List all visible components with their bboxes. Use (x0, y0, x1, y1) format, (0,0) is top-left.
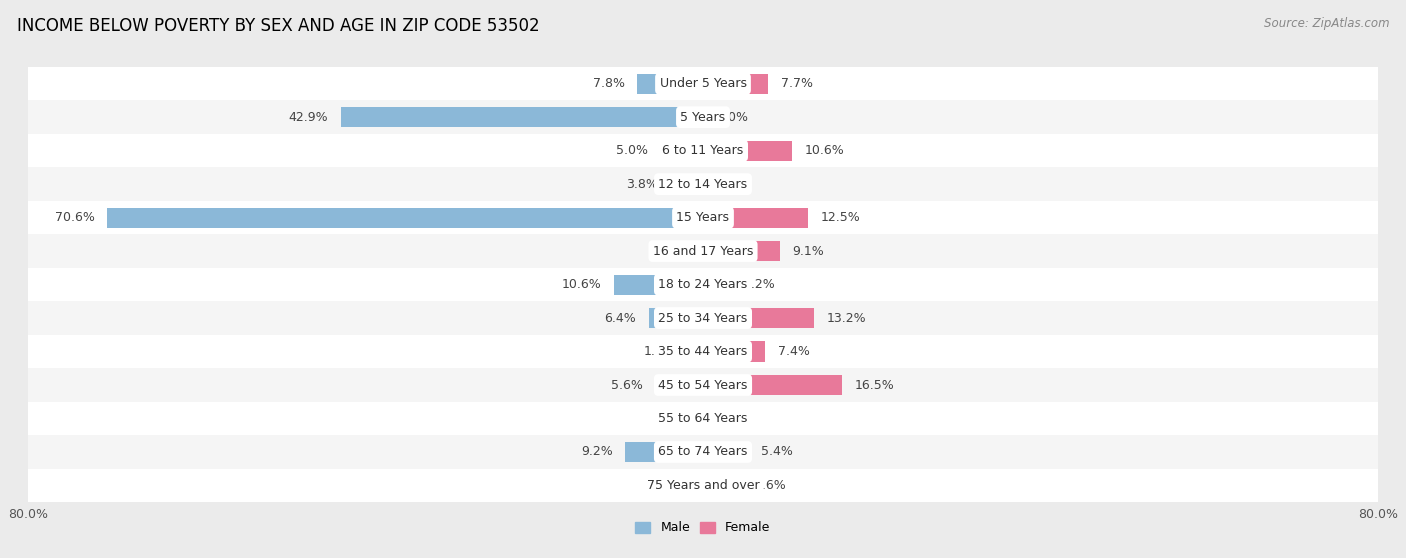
Text: Source: ZipAtlas.com: Source: ZipAtlas.com (1264, 17, 1389, 30)
Text: 9.1%: 9.1% (793, 244, 824, 258)
Bar (28, 134, 1378, 167)
Text: 15 Years: 15 Years (676, 211, 730, 224)
Bar (671, 174, 703, 194)
Text: 0.0%: 0.0% (658, 479, 690, 492)
Text: 16 and 17 Years: 16 and 17 Years (652, 244, 754, 258)
Text: 6.4%: 6.4% (605, 311, 637, 325)
Text: 10.6%: 10.6% (561, 278, 600, 291)
Bar (342, 107, 703, 127)
Text: 7.4%: 7.4% (778, 345, 810, 358)
Bar (28, 67, 1378, 100)
Text: 65 to 74 Years: 65 to 74 Years (658, 445, 748, 459)
Text: 5.4%: 5.4% (761, 445, 793, 459)
Text: 42.9%: 42.9% (288, 110, 329, 124)
Bar (703, 475, 742, 496)
Text: 3.2%: 3.2% (742, 278, 775, 291)
Text: 13.2%: 13.2% (827, 311, 866, 325)
Text: Under 5 Years: Under 5 Years (659, 77, 747, 90)
Bar (28, 234, 1378, 268)
Bar (28, 435, 1378, 469)
Bar (703, 375, 842, 395)
Bar (650, 308, 703, 328)
Text: 0.0%: 0.0% (716, 110, 748, 124)
Legend: Male, Female: Male, Female (630, 517, 776, 540)
Text: 10.6%: 10.6% (806, 144, 845, 157)
Text: 4.6%: 4.6% (755, 479, 786, 492)
Text: 9.2%: 9.2% (581, 445, 613, 459)
Text: 70.6%: 70.6% (55, 211, 94, 224)
Bar (703, 308, 814, 328)
Bar (703, 74, 768, 94)
Bar (661, 141, 703, 161)
Bar (637, 74, 703, 94)
Text: 7.8%: 7.8% (592, 77, 624, 90)
Bar (28, 167, 1378, 201)
Text: 0.0%: 0.0% (658, 244, 690, 258)
Bar (28, 469, 1378, 502)
Text: 0.5%: 0.5% (654, 412, 686, 425)
Bar (28, 100, 1378, 134)
Bar (703, 241, 780, 261)
Bar (703, 442, 748, 462)
Text: 18 to 24 Years: 18 to 24 Years (658, 278, 748, 291)
Text: 12.5%: 12.5% (821, 211, 860, 224)
Text: 12 to 14 Years: 12 to 14 Years (658, 177, 748, 191)
Bar (28, 402, 1378, 435)
Text: 35 to 44 Years: 35 to 44 Years (658, 345, 748, 358)
Bar (28, 201, 1378, 234)
Text: 6 to 11 Years: 6 to 11 Years (662, 144, 744, 157)
Bar (626, 442, 703, 462)
Text: INCOME BELOW POVERTY BY SEX AND AGE IN ZIP CODE 53502: INCOME BELOW POVERTY BY SEX AND AGE IN Z… (17, 17, 540, 35)
Text: 45 to 54 Years: 45 to 54 Years (658, 378, 748, 392)
Bar (28, 335, 1378, 368)
Text: 1.7%: 1.7% (644, 345, 676, 358)
Bar (655, 375, 703, 395)
Bar (703, 275, 730, 295)
Text: 16.5%: 16.5% (855, 378, 894, 392)
Text: 0.0%: 0.0% (716, 412, 748, 425)
Text: 75 Years and over: 75 Years and over (647, 479, 759, 492)
Text: 7.7%: 7.7% (780, 77, 813, 90)
Bar (703, 341, 765, 362)
Bar (689, 341, 703, 362)
Text: 0.0%: 0.0% (716, 177, 748, 191)
Bar (28, 268, 1378, 301)
Bar (613, 275, 703, 295)
Bar (28, 301, 1378, 335)
Bar (703, 141, 793, 161)
Text: 55 to 64 Years: 55 to 64 Years (658, 412, 748, 425)
Text: 3.8%: 3.8% (627, 177, 658, 191)
Bar (107, 208, 703, 228)
Text: 5.6%: 5.6% (612, 378, 643, 392)
Text: 5.0%: 5.0% (616, 144, 648, 157)
Bar (703, 208, 808, 228)
Bar (28, 368, 1378, 402)
Text: 5 Years: 5 Years (681, 110, 725, 124)
Bar (699, 408, 703, 429)
Text: 25 to 34 Years: 25 to 34 Years (658, 311, 748, 325)
